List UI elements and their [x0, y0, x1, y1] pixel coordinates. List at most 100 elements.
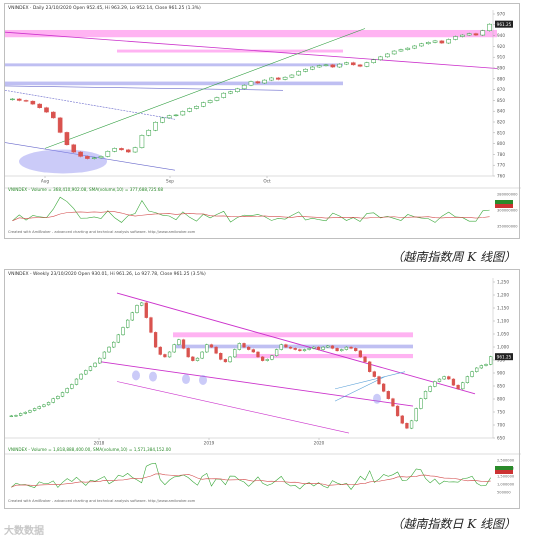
candle-body	[358, 350, 363, 358]
candle-body	[160, 117, 165, 123]
candle-body	[316, 65, 322, 68]
candle-body	[377, 376, 381, 385]
trend-line-2	[116, 381, 350, 434]
volume-tick-label: 280000000	[497, 193, 518, 197]
candle-body	[487, 23, 492, 31]
trend-line-1	[100, 361, 414, 407]
candle-body	[357, 64, 363, 67]
candle-body	[378, 56, 383, 61]
candle-body	[235, 88, 240, 92]
candle-body	[242, 343, 246, 348]
candle-body	[88, 366, 93, 371]
volume-tick-label: 1,500000	[497, 475, 515, 479]
candle-body	[107, 346, 111, 353]
highlight-ellipse-3	[199, 375, 207, 386]
x-tick-label: 2020	[314, 441, 325, 446]
candle-body	[98, 156, 104, 159]
candle-body	[42, 404, 46, 407]
highlight-ellipse-0	[19, 149, 107, 174]
candle-body	[18, 413, 23, 416]
candle-body	[372, 371, 376, 377]
candle-body	[323, 64, 329, 66]
candle-body	[398, 49, 404, 52]
candle-body	[23, 100, 29, 102]
candle-body	[470, 371, 474, 377]
candle-body	[64, 132, 70, 146]
candle-body	[419, 43, 424, 47]
candle-body	[453, 36, 458, 40]
candle-body	[473, 33, 479, 36]
candle-body	[330, 345, 335, 349]
candle-body	[274, 349, 279, 356]
candle-body	[363, 356, 367, 363]
candle-body	[465, 376, 470, 383]
candle-body	[71, 144, 77, 153]
candle-body	[302, 349, 307, 352]
candle-body	[228, 356, 232, 363]
candle-body	[433, 381, 437, 387]
candle-body	[126, 149, 131, 153]
candle-body	[344, 346, 349, 350]
candle-body	[260, 356, 265, 361]
candle-body	[139, 135, 145, 148]
candle-body	[98, 357, 102, 364]
x-tick-label: Aug	[41, 179, 50, 184]
volume-tag-green	[495, 200, 513, 204]
candle-body	[219, 352, 223, 360]
trend-line-4	[44, 28, 366, 149]
candle-body	[255, 81, 261, 84]
candle-body	[293, 348, 297, 350]
candle-body	[10, 98, 15, 101]
zone-2	[235, 353, 413, 359]
candle-body	[344, 62, 349, 65]
candle-body	[37, 406, 41, 409]
candle-body	[405, 423, 409, 429]
candle-body	[479, 365, 484, 369]
y-tick-label: 940	[497, 33, 505, 38]
volume-tick-label: 2,500000	[497, 459, 515, 463]
volume-line	[11, 462, 491, 490]
volume-sma-line	[11, 473, 491, 488]
y-tick-label: 650	[497, 436, 505, 441]
candle-body	[214, 346, 218, 354]
chart-panel-weekly: 1,2501,2001,1501,1001,0501,0009509008508…	[4, 269, 521, 509]
daily-chart-svg: 9709509409209108908808708508408208108007…	[5, 10, 521, 229]
volume-tag-green	[495, 466, 513, 470]
price-tag-bg	[495, 353, 513, 361]
candle-body	[340, 349, 344, 352]
volume-sma-line	[12, 211, 490, 222]
candle-body	[368, 361, 372, 372]
candle-body	[121, 327, 125, 336]
candle-body	[60, 392, 65, 397]
y-tick-label: 910	[497, 55, 505, 60]
zone-2	[5, 63, 343, 67]
zone-3	[5, 81, 343, 86]
candle-body	[288, 346, 293, 349]
candle-body	[321, 346, 325, 350]
candle-body	[44, 107, 49, 113]
candle-body	[350, 62, 356, 66]
trend-line-0	[5, 31, 498, 69]
candle-body	[23, 411, 27, 414]
candle-body	[303, 68, 308, 72]
candle-body	[200, 102, 206, 107]
candle-body	[307, 348, 311, 350]
candle-body	[116, 334, 121, 343]
candle-body	[428, 386, 432, 392]
candle-body	[51, 398, 55, 403]
candle-body	[163, 354, 167, 358]
candle-body	[112, 341, 116, 348]
y-tick-label: 820	[497, 120, 505, 125]
candle-body	[439, 40, 445, 44]
candle-body	[248, 81, 254, 86]
zone-1	[173, 344, 413, 349]
candle-body	[241, 84, 247, 90]
candle-body	[51, 111, 56, 119]
candle-body	[84, 370, 88, 375]
y-tick-label: 780	[497, 152, 505, 157]
candle-body	[480, 30, 486, 36]
price-tag-label: 961.25	[497, 354, 512, 359]
candle-body	[409, 420, 414, 429]
candle-body	[139, 302, 144, 306]
candle-body	[14, 415, 18, 417]
